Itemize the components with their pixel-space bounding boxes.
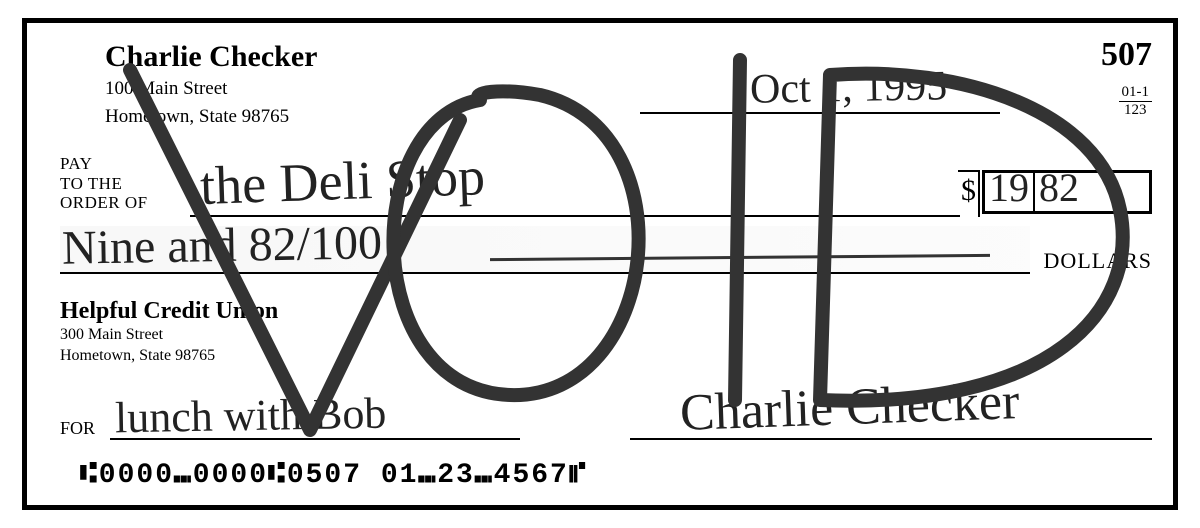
memo-handwritten: lunch with Bob: [115, 388, 387, 444]
pay-label-3: ORDER OF: [60, 193, 148, 213]
micr-line: ⑆0000⑉0000⑆0507 01⑉23⑉4567⑈: [80, 460, 588, 491]
bank-address-2: Hometown, State 98765: [60, 346, 278, 367]
check-number: 507: [1101, 36, 1152, 74]
amount-words-handwritten: Nine and 82/100: [62, 215, 383, 276]
date-handwritten: Oct 1, 1995: [750, 62, 948, 113]
bank-block: Helpful Credit Union 300 Main Street Hom…: [60, 298, 278, 367]
for-label: FOR: [60, 418, 95, 439]
payee-handwritten: the Deli Stop: [199, 145, 486, 217]
payer-block: Charlie Checker 100 Main Street Hometown…: [105, 40, 317, 129]
bank-name: Helpful Credit Union: [60, 298, 278, 325]
amount-dollars: 19: [989, 165, 1029, 210]
dollars-label: DOLLARS: [1044, 248, 1152, 274]
routing-numerator: 01-1: [1119, 84, 1153, 102]
pay-to-order-label: PAY TO THE ORDER OF: [60, 154, 148, 213]
pay-label-1: PAY: [60, 154, 148, 174]
payer-address-1: 100 Main Street: [105, 76, 317, 102]
routing-fraction: 01-1 123: [1119, 84, 1153, 119]
amount-box: 1982: [982, 170, 1152, 214]
dollar-sign: $: [961, 174, 976, 208]
amount-cents: 82: [1039, 165, 1079, 210]
amount-numeric: 1982: [989, 164, 1079, 212]
signature-handwritten: Charlie Checker: [679, 372, 1020, 443]
pay-label-2: TO THE: [60, 174, 148, 194]
payer-name: Charlie Checker: [105, 40, 317, 74]
bank-address-1: 300 Main Street: [60, 325, 278, 346]
payer-address-2: Hometown, State 98765: [105, 104, 317, 130]
routing-denominator: 123: [1119, 102, 1153, 119]
